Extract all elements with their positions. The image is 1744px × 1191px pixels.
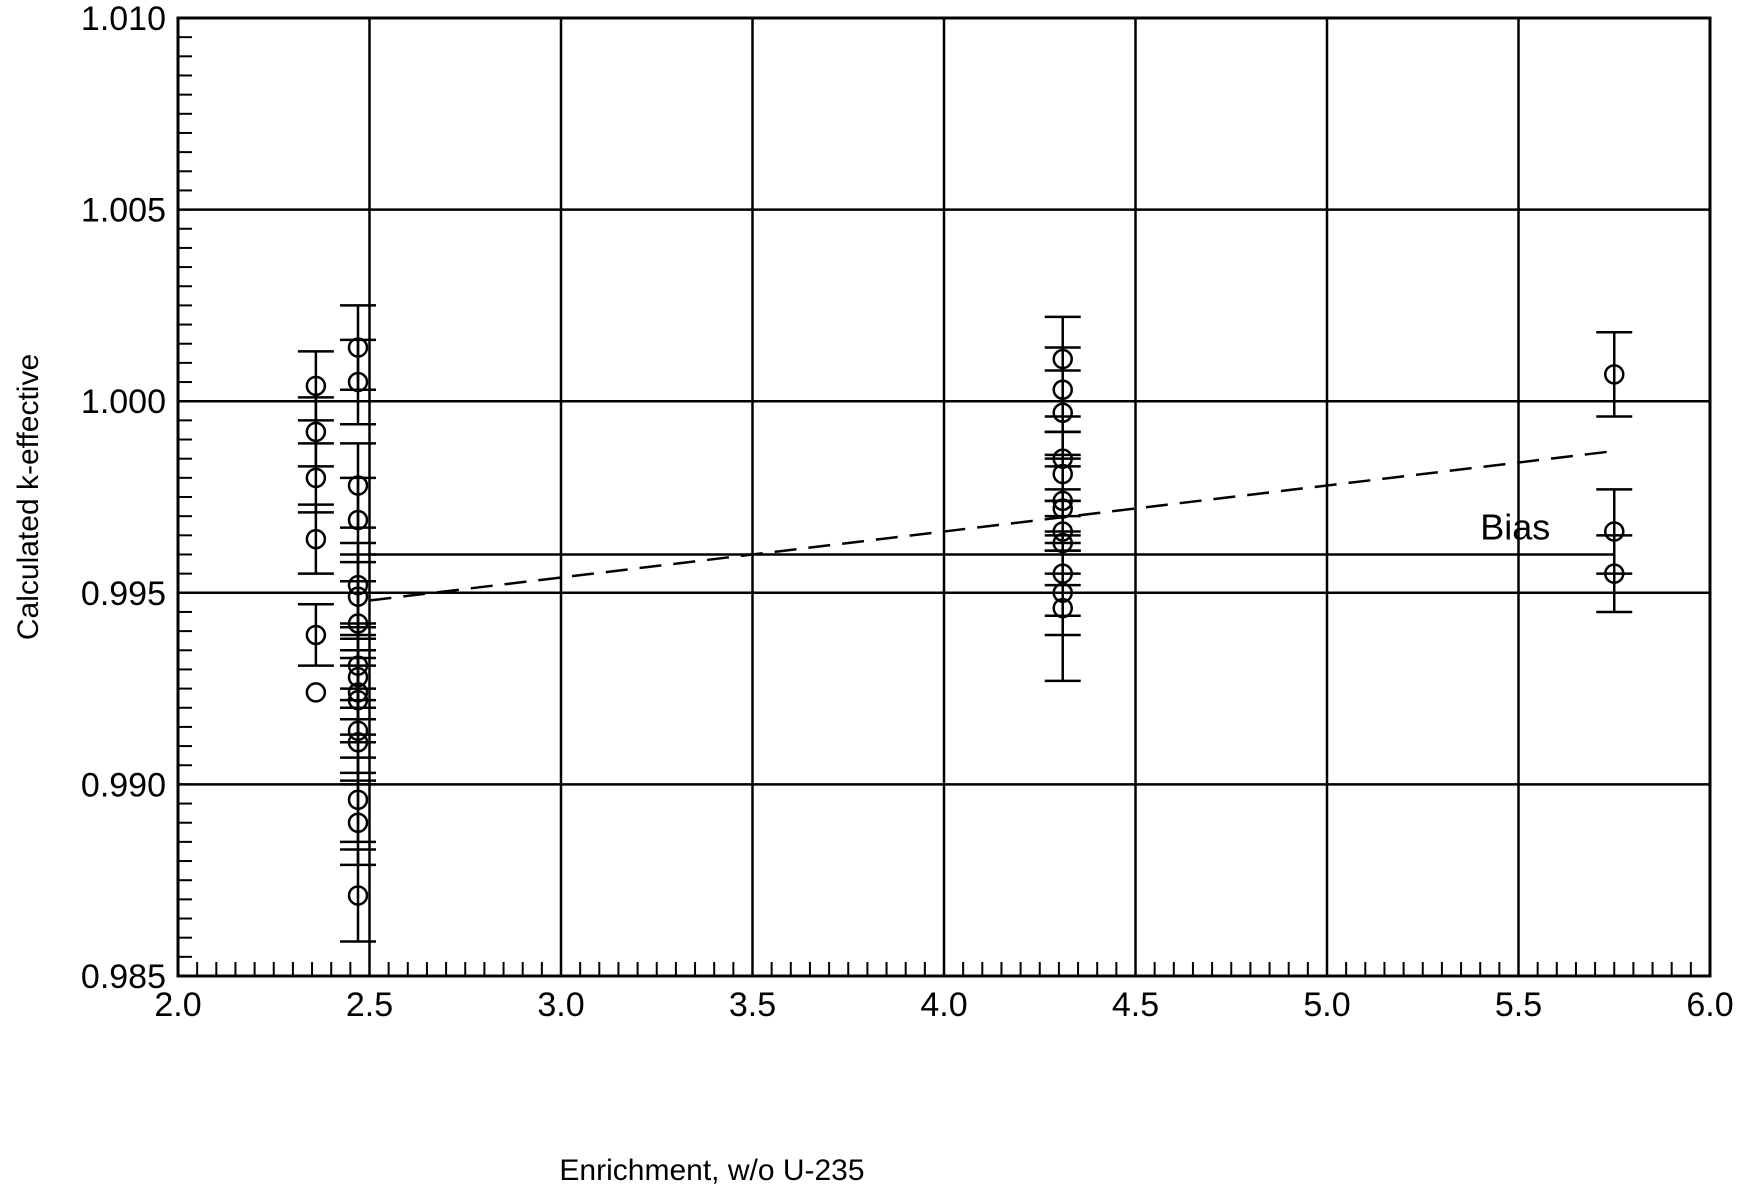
- data-point: [347, 682, 369, 703]
- data-point: [347, 885, 369, 906]
- data-point: [347, 475, 369, 496]
- data-point: [1052, 521, 1073, 542]
- data-point: [347, 689, 369, 711]
- data-point: [305, 467, 327, 489]
- x-tick-label: 4.5: [1112, 986, 1159, 1024]
- data-point: [1604, 521, 1625, 542]
- data-point: [1604, 364, 1625, 385]
- data-point: [347, 371, 369, 393]
- y-axis-title: Calculated k-effective: [12, 354, 45, 640]
- data-point: [347, 613, 369, 634]
- data-point: [1052, 490, 1073, 512]
- data-points: [305, 337, 1625, 906]
- y-tick-label: 1.010: [81, 0, 166, 38]
- trend-line-group: [369, 449, 1615, 602]
- x-tick-label: 6.0: [1686, 986, 1733, 1024]
- annotation-bias: Bias: [1480, 507, 1550, 548]
- data-point: [347, 720, 369, 742]
- data-point: [1052, 348, 1073, 370]
- x-tick-label: 2.5: [346, 986, 393, 1024]
- x-tick-label: 3.5: [729, 986, 776, 1024]
- data-point: [1052, 379, 1073, 400]
- data-point: [305, 682, 327, 703]
- data-point: [305, 421, 327, 443]
- x-tick-label: 2.0: [154, 986, 201, 1024]
- y-tick-label: 0.990: [81, 766, 166, 804]
- plot-frame: [176, 16, 1712, 978]
- data-point: [1604, 563, 1625, 584]
- data-point: [1052, 448, 1073, 469]
- minor-ticks: [178, 36, 1692, 976]
- x-tick-label: 4.0: [920, 986, 967, 1024]
- data-point: [305, 528, 327, 550]
- y-tick-label: 1.000: [81, 383, 166, 421]
- trend-line: [369, 449, 1615, 602]
- data-point: [347, 586, 369, 607]
- data-point: [347, 655, 369, 676]
- data-point: [347, 666, 369, 688]
- data-point: [1052, 402, 1073, 423]
- data-point: [347, 337, 369, 358]
- y-tick-label: 1.005: [81, 192, 166, 230]
- data-point: [1052, 463, 1073, 485]
- y-tick-label: 0.985: [81, 958, 166, 996]
- x-tick-label: 3.0: [537, 986, 584, 1024]
- data-point: [1052, 597, 1073, 619]
- data-point: [1052, 498, 1073, 519]
- data-point: [347, 789, 369, 810]
- x-tick-labels: 2.0 2.5 3.0 3.5 4.0 4.5 5.0 5.5 6.0: [154, 986, 1733, 1024]
- data-point: [1052, 532, 1073, 554]
- data-point: [347, 574, 369, 596]
- x-axis-title: Enrichment, w/o U-235: [559, 1154, 864, 1187]
- x-tick-label: 5.5: [1495, 986, 1542, 1024]
- y-tick-label: 0.995: [81, 575, 166, 613]
- data-point: [347, 509, 369, 531]
- data-point: [305, 624, 327, 646]
- y-tick-labels: 0.985 0.990 0.995 1.000 1.005 1.010: [81, 0, 166, 996]
- data-point: [347, 731, 369, 753]
- x-tick-label: 5.0: [1303, 986, 1350, 1024]
- grid: [176, 16, 1712, 978]
- data-point: [347, 812, 369, 833]
- data-point: [1052, 582, 1073, 604]
- data-point: [305, 375, 327, 397]
- error-bars: [297, 304, 1633, 943]
